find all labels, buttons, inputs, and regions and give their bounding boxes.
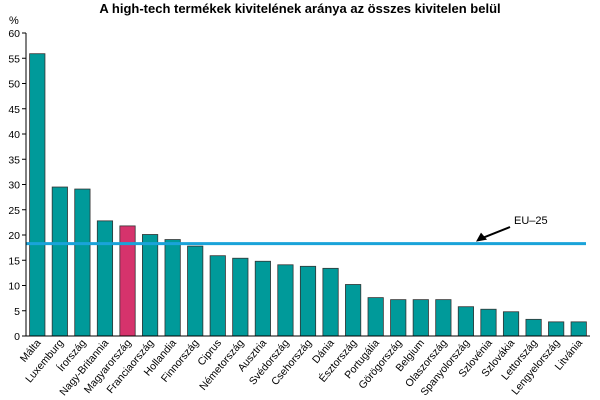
bar: [254, 260, 271, 337]
reference-arrow-shaft: [480, 226, 511, 240]
y-tick-label: 35: [8, 154, 20, 166]
bar: [345, 284, 362, 337]
reference-line-group: EU–25: [26, 215, 586, 246]
y-tick-label: 45: [8, 104, 20, 116]
bar: [74, 188, 91, 337]
chart-title: A high-tech termékek kivitelének aránya …: [99, 1, 501, 16]
y-tick-label: 10: [8, 281, 20, 293]
bar: [96, 220, 114, 337]
y-tick-label: 55: [8, 53, 20, 65]
axes: [25, 33, 590, 337]
bar: [187, 245, 204, 337]
bar: [412, 299, 429, 337]
bars: [29, 53, 587, 337]
bar: [51, 186, 68, 337]
y-axis-unit-label: %: [9, 15, 19, 27]
y-axis-ticks: 0 5 10 15 20 25 30 35 40 45 50 55 60: [8, 28, 26, 343]
y-tick-label: 5: [14, 306, 20, 318]
bar: [142, 234, 159, 337]
bar: [457, 306, 474, 337]
y-tick-label: 15: [8, 255, 20, 267]
bar: [390, 299, 407, 337]
y-tick-label: 30: [8, 180, 20, 192]
bar: [480, 308, 497, 337]
bar: [322, 267, 339, 337]
bar: [232, 257, 249, 337]
bar: [29, 53, 46, 337]
bar: [367, 297, 384, 337]
category-labels: MáltaLuxemburgÍrországNagy-BritanniaMagy…: [18, 336, 585, 398]
bar: [435, 299, 452, 337]
reference-line-label: EU–25: [514, 215, 548, 227]
y-tick-label: 40: [8, 129, 20, 141]
bar: [277, 264, 294, 337]
bar: [570, 321, 587, 337]
bar: [502, 311, 520, 337]
bar: [209, 255, 226, 337]
bar: [299, 265, 317, 337]
y-tick-label: 25: [8, 205, 20, 217]
bar: [525, 318, 542, 337]
y-tick-label: 60: [8, 28, 20, 40]
y-tick-label: 0: [14, 331, 20, 343]
y-tick-label: 50: [8, 79, 20, 91]
reference-arrow-head: [476, 232, 487, 242]
y-tick-label: 20: [8, 230, 20, 242]
bar: [548, 321, 565, 337]
bar: [164, 239, 181, 337]
